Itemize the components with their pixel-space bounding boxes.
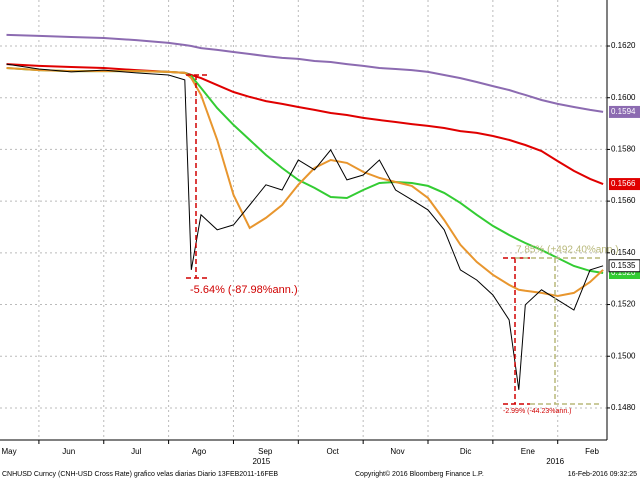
y-tick-label: 0.1580 (611, 145, 636, 154)
series-line (6, 33, 604, 113)
grid (0, 0, 607, 440)
end-label-box (609, 105, 640, 118)
x-tick-label: Jun (62, 447, 75, 456)
series-line (6, 63, 604, 390)
footer-center: Copyright© 2016 Bloomberg Finance L.P. (355, 470, 484, 478)
x-tick-label: May (2, 447, 17, 456)
x-tick-label: Jul (131, 447, 141, 456)
x-tick-label: Sep (258, 447, 273, 456)
end-label-box (608, 259, 640, 273)
annotation: 7.85% (+492.40%ann.) (516, 245, 619, 256)
axis-labels: 0.1480 0.1500 0.1520 0.1540 0.1560 0.1580 0.16… (2, 41, 640, 466)
annotation-measures (186, 74, 600, 405)
y-tick-label: 0.1480 (611, 403, 636, 412)
footer-right: 16-Feb-2016 09:32:25 (568, 471, 637, 478)
end-label-box (609, 178, 640, 191)
y-tick-label: 0.1560 (611, 196, 636, 205)
x-tick-label: Ene (521, 447, 536, 456)
year-label: 2015 (252, 457, 270, 466)
x-tick-label: Feb (585, 447, 599, 456)
y-tick-label: 0.1520 (611, 300, 636, 309)
footer-left: CNHUSD Curncy (CNH-USD Cross Rate) grafi… (2, 471, 278, 478)
series (6, 33, 604, 390)
y-tick-label: 0.1620 (611, 41, 636, 50)
x-tick-label: Oct (326, 447, 339, 456)
end-label: 0.1594 (611, 107, 636, 116)
y-tick-label: 0.1600 (611, 93, 636, 102)
y-tick-label: 0.1540 (611, 248, 636, 257)
x-tick-label: Ago (192, 447, 207, 456)
end-label: 0.1535 (611, 261, 636, 270)
x-tick-label: Nov (390, 447, 404, 456)
series-line (6, 67, 604, 298)
year-label: 2016 (546, 457, 564, 466)
x-tick-label: Dic (460, 447, 472, 456)
annotation: -5.64% (-87.98%ann.) (190, 284, 298, 296)
annotation: -2.99% (-44.23%ann.) (503, 408, 571, 415)
end-label: 0.1520 (611, 268, 636, 277)
y-tick-label: 0.1500 (611, 351, 636, 360)
end-label: 0.1566 (611, 179, 636, 188)
